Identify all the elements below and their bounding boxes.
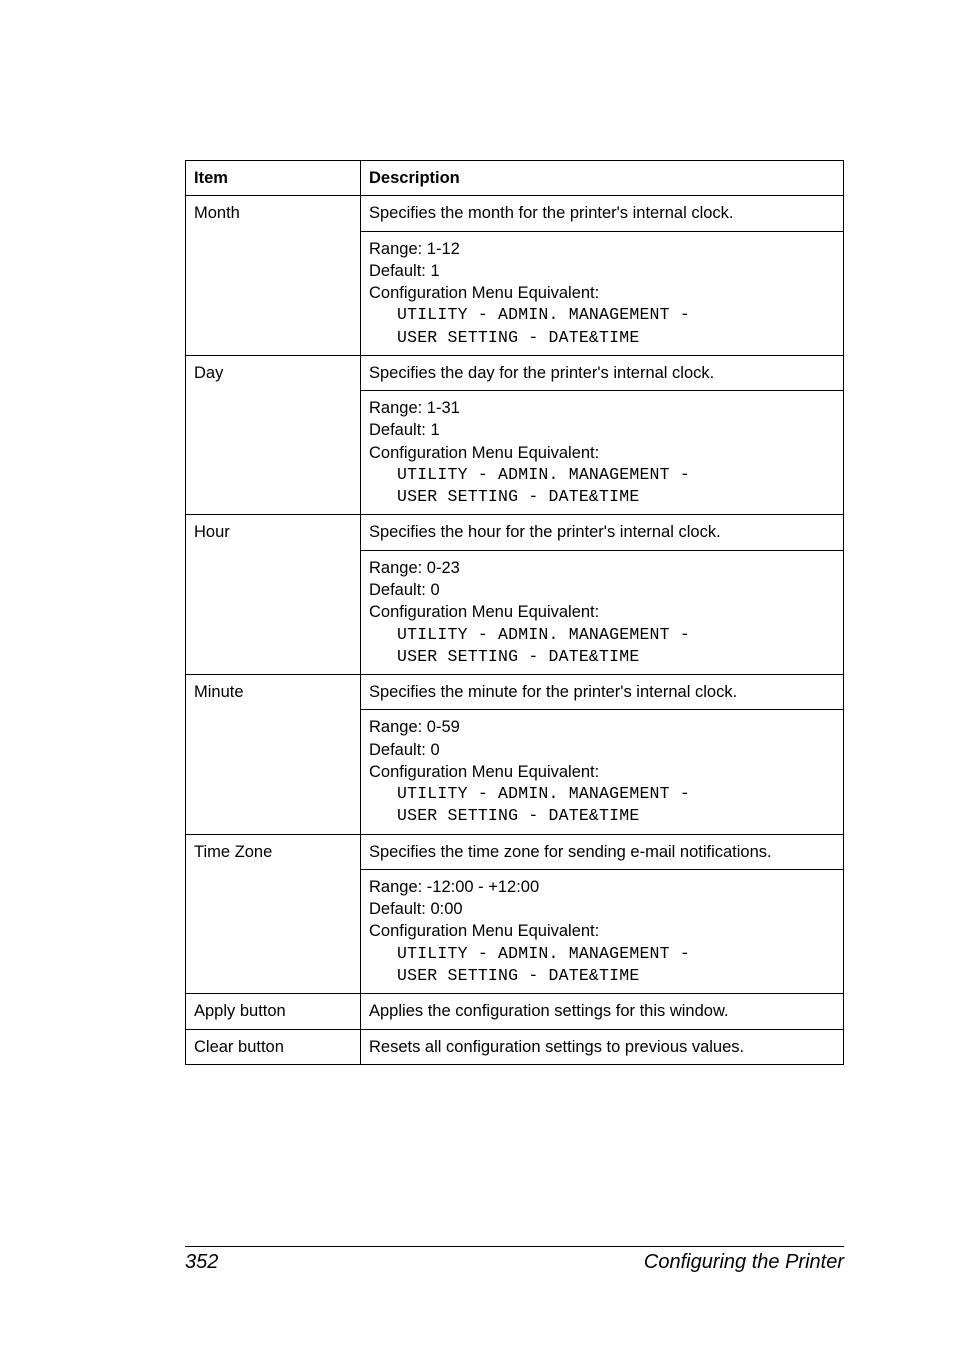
range-text: Range: 0-59 (369, 718, 460, 736)
item-cell: Clear button (186, 1029, 361, 1064)
desc-intro: Resets all configuration settings to pre… (361, 1029, 844, 1064)
default-text: Default: 1 (369, 262, 440, 280)
footer-divider (185, 1246, 844, 1247)
range-text: Range: -12:00 - +12:00 (369, 878, 539, 896)
desc-detail: Range: 1-31 Default: 1 Configuration Men… (361, 391, 844, 515)
cfg-line: UTILITY - ADMIN. MANAGEMENT - (369, 783, 835, 805)
cfg-label: Configuration Menu Equivalent: (369, 603, 599, 621)
item-cell: Month (186, 196, 361, 356)
table-row: Month Specifies the month for the printe… (186, 196, 844, 231)
cfg-label: Configuration Menu Equivalent: (369, 763, 599, 781)
footer-row: 352 Configuring the Printer (185, 1251, 844, 1274)
page-container: Item Description Month Specifies the mon… (0, 0, 954, 1350)
desc-intro: Specifies the month for the printer's in… (361, 196, 844, 231)
cfg-line: USER SETTING - DATE&TIME (369, 486, 835, 508)
default-text: Default: 1 (369, 421, 440, 439)
cfg-line: UTILITY - ADMIN. MANAGEMENT - (369, 464, 835, 486)
cfg-line: UTILITY - ADMIN. MANAGEMENT - (369, 624, 835, 646)
item-cell: Apply button (186, 994, 361, 1029)
table-row: Minute Specifies the minute for the prin… (186, 675, 844, 710)
default-text: Default: 0:00 (369, 900, 463, 918)
item-cell: Minute (186, 675, 361, 835)
cfg-line: UTILITY - ADMIN. MANAGEMENT - (369, 304, 835, 326)
cfg-line: USER SETTING - DATE&TIME (369, 805, 835, 827)
table-row: Apply button Applies the configuration s… (186, 994, 844, 1029)
config-table: Item Description Month Specifies the mon… (185, 160, 844, 1065)
cfg-label: Configuration Menu Equivalent: (369, 444, 599, 462)
cfg-line: UTILITY - ADMIN. MANAGEMENT - (369, 943, 835, 965)
table-header-row: Item Description (186, 161, 844, 196)
header-item: Item (186, 161, 361, 196)
table-row: Day Specifies the day for the printer's … (186, 355, 844, 390)
desc-intro: Specifies the time zone for sending e-ma… (361, 834, 844, 869)
desc-intro: Specifies the day for the printer's inte… (361, 355, 844, 390)
page-number: 352 (185, 1251, 218, 1274)
range-text: Range: 1-12 (369, 240, 460, 258)
header-description: Description (361, 161, 844, 196)
cfg-label: Configuration Menu Equivalent: (369, 922, 599, 940)
table-row: Clear button Resets all configuration se… (186, 1029, 844, 1064)
desc-intro: Applies the configuration settings for t… (361, 994, 844, 1029)
table-row: Time Zone Specifies the time zone for se… (186, 834, 844, 869)
cfg-label: Configuration Menu Equivalent: (369, 284, 599, 302)
desc-detail: Range: 1-12 Default: 1 Configuration Men… (361, 231, 844, 355)
table-row: Hour Specifies the hour for the printer'… (186, 515, 844, 550)
cfg-line: USER SETTING - DATE&TIME (369, 965, 835, 987)
default-text: Default: 0 (369, 581, 440, 599)
desc-detail: Range: -12:00 - +12:00 Default: 0:00 Con… (361, 869, 844, 993)
item-cell: Day (186, 355, 361, 515)
default-text: Default: 0 (369, 741, 440, 759)
range-text: Range: 0-23 (369, 559, 460, 577)
item-cell: Time Zone (186, 834, 361, 994)
cfg-line: USER SETTING - DATE&TIME (369, 327, 835, 349)
page-title: Configuring the Printer (644, 1251, 844, 1274)
desc-detail: Range: 0-59 Default: 0 Configuration Men… (361, 710, 844, 834)
desc-intro: Specifies the minute for the printer's i… (361, 675, 844, 710)
cfg-line: USER SETTING - DATE&TIME (369, 646, 835, 668)
item-cell: Hour (186, 515, 361, 675)
page-footer: 352 Configuring the Printer (185, 1246, 844, 1274)
desc-intro: Specifies the hour for the printer's int… (361, 515, 844, 550)
range-text: Range: 1-31 (369, 399, 460, 417)
desc-detail: Range: 0-23 Default: 0 Configuration Men… (361, 550, 844, 674)
